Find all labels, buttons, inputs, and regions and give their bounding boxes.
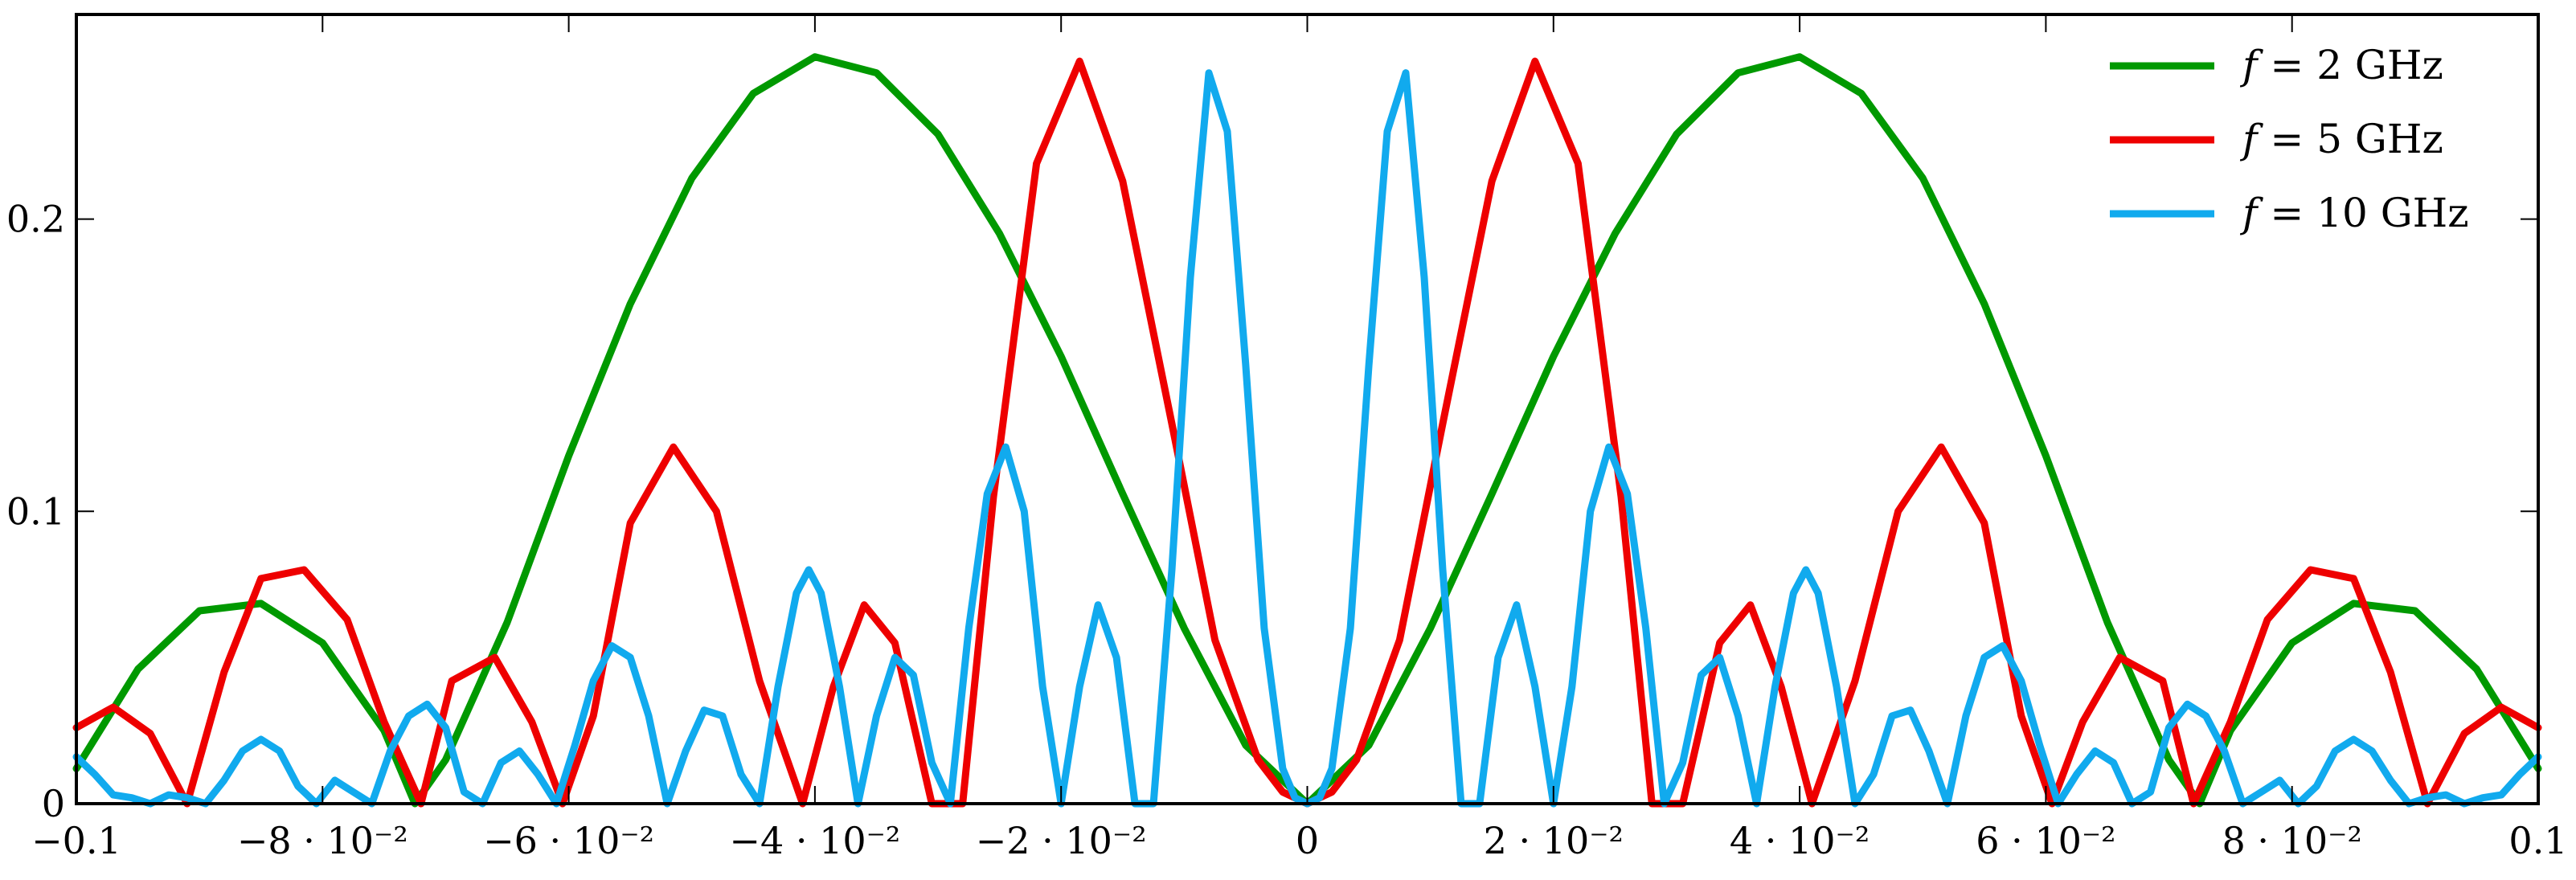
- x-tick-label: −4 · 10⁻²: [729, 819, 900, 862]
- y-tick-label: 0.1: [6, 489, 65, 533]
- x-tick-label: 8 · 10⁻²: [2222, 819, 2362, 862]
- x-tick-label: −2 · 10⁻²: [976, 819, 1147, 862]
- x-tick-label: −0.1: [31, 819, 121, 862]
- x-tick-label: 4 · 10⁻²: [1730, 819, 1870, 862]
- legend-text: = 2 GHz: [2258, 42, 2443, 88]
- plot-frame: [75, 13, 2540, 805]
- ticks-layer: −0.1 −8 · 10⁻² −6 · 10⁻² −4 · 10⁻² −2 · 10⁻²…: [6, 14, 2568, 862]
- x-tick-label: −8 · 10⁻²: [237, 819, 408, 862]
- x-tick-label: 0.1: [2508, 819, 2567, 862]
- legend-text: = 5 GHz: [2258, 116, 2443, 162]
- x-tick-label: 6 · 10⁻²: [1976, 819, 2115, 862]
- legend-label-2: f = 10 GHz: [2239, 190, 2469, 236]
- series-layer: [72, 53, 2542, 808]
- x-tick-label: 2 · 10⁻²: [1484, 819, 1624, 862]
- y-tick-label: 0: [42, 782, 65, 825]
- legend: f = 2 GHz f = 5 GHz f = 10 GHz: [2110, 42, 2469, 236]
- y-tick-label: 0.2: [6, 198, 65, 241]
- x-tick-label: −6 · 10⁻²: [483, 819, 654, 862]
- x-tick-label: 0: [1296, 819, 1319, 862]
- legend-text: = 10 GHz: [2258, 190, 2469, 236]
- series-line-1: [72, 57, 2542, 808]
- legend-label-1: f = 5 GHz: [2239, 116, 2443, 162]
- legend-label-0: f = 2 GHz: [2239, 42, 2443, 88]
